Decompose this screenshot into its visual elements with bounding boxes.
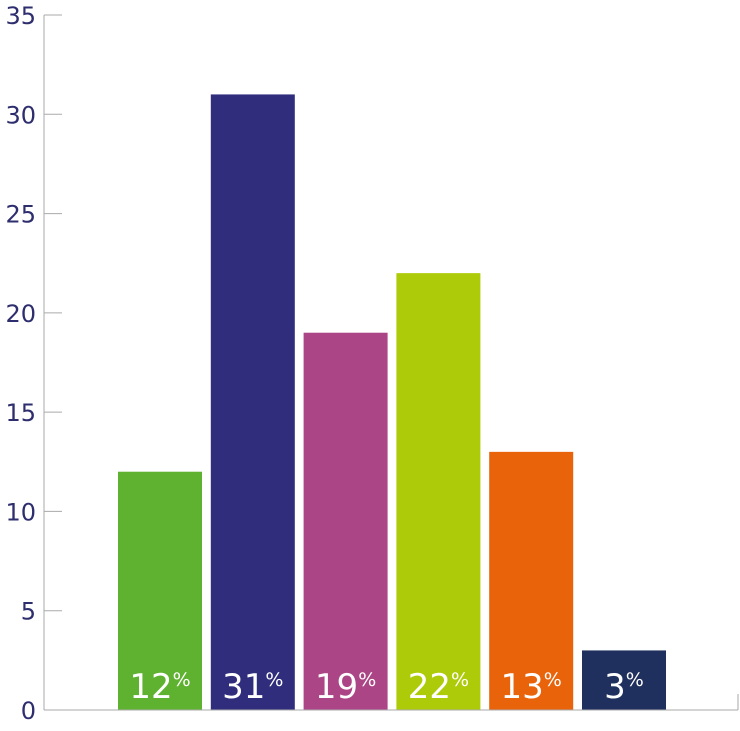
y-tick-label: 5 <box>21 598 36 626</box>
bar-data-label: 13% <box>501 667 562 707</box>
y-tick-label: 35 <box>5 2 36 30</box>
bar-data-label-number: 22 <box>408 667 451 707</box>
y-tick-label: 25 <box>5 201 36 229</box>
bar-data-label-unit: % <box>626 669 644 691</box>
bar <box>118 471 202 710</box>
bar-data-label-number: 31 <box>222 667 265 707</box>
bar-data-label-unit: % <box>451 669 469 691</box>
bar-data-label-unit: % <box>173 669 191 691</box>
bar-data-label: 31% <box>222 667 283 707</box>
bar-data-label-unit: % <box>358 669 376 691</box>
y-tick-label: 10 <box>5 498 36 526</box>
bar-data-label-unit: % <box>265 669 283 691</box>
y-tick-label: 0 <box>21 697 36 725</box>
bar-data-label: 22% <box>408 667 469 707</box>
y-tick-label: 15 <box>5 399 36 427</box>
bar <box>396 273 481 710</box>
y-tick-label: 20 <box>5 300 36 328</box>
bar-data-label-number: 13 <box>501 667 544 707</box>
bar-data-label-number: 19 <box>315 667 358 707</box>
bar-data-label: 12% <box>129 667 190 707</box>
bar-data-label-unit: % <box>544 669 562 691</box>
y-tick-label: 30 <box>5 101 36 129</box>
y-axis-ticks: 0 5 10 15 20 25 30 35 <box>5 2 62 725</box>
bar <box>210 94 295 710</box>
bar <box>582 650 666 710</box>
bars <box>118 94 666 710</box>
bar-data-label: 3% <box>604 667 644 707</box>
bar <box>489 451 574 710</box>
bar-data-label-number: 3 <box>604 667 626 707</box>
bar-data-label: 19% <box>315 667 376 707</box>
bar-data-labels: 12% 31% 19% 22% 13% 3% <box>129 667 644 707</box>
bar <box>303 332 388 710</box>
bar-data-label-number: 12 <box>129 667 172 707</box>
